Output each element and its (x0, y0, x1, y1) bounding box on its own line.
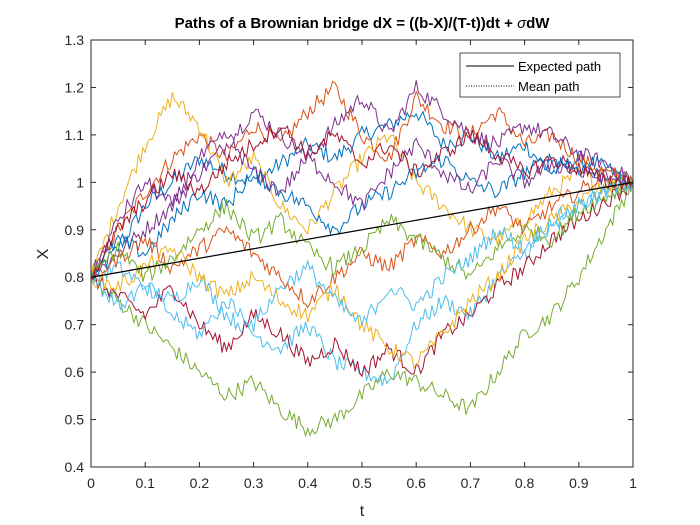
y-tick-label: 0.5 (65, 412, 85, 428)
expected-path-line (90, 181, 634, 278)
bridge-path-12 (90, 181, 634, 283)
bridge-path-5 (91, 178, 634, 438)
x-tick-label: 0.3 (244, 475, 264, 491)
y-tick-label: 1.2 (65, 79, 85, 95)
y-axis-ticks: 0.4 0.5 0.6 0.7 0.8 0.9 1 1.1 1.2 1.3 (65, 32, 633, 475)
y-tick-label: 1.1 (65, 127, 85, 143)
bridge-path-14 (90, 124, 634, 281)
y-tick-label: 0.4 (65, 459, 85, 475)
x-tick-label: 0.7 (461, 475, 481, 491)
x-tick-label: 1 (629, 475, 637, 491)
legend-expected-label: Expected path (518, 59, 601, 74)
x-axis-label: t (360, 503, 365, 520)
y-tick-label: 0.9 (65, 222, 85, 238)
x-tick-label: 0.8 (515, 475, 535, 491)
legend-mean-label: Mean path (518, 79, 579, 94)
x-tick-label: 0.2 (190, 475, 210, 491)
bridge-path-3 (90, 92, 634, 278)
y-tick-label: 1.3 (65, 32, 85, 48)
legend-box (459, 52, 621, 98)
y-tick-label: 0.8 (65, 269, 85, 285)
y-axis-label: X (35, 248, 52, 259)
bridge-path-11 (90, 130, 634, 278)
y-tick-label: 0.6 (65, 364, 85, 380)
chart-title: Paths of a Brownian bridge dX = ((b-X)/(… (175, 15, 551, 32)
x-axis-ticks: 0 0.1 0.2 0.3 0.4 0.5 0.6 0.7 0.8 0.9 1 (87, 40, 637, 491)
x-tick-label: 0.5 (352, 475, 372, 491)
bridge-path-7 (90, 179, 634, 378)
plot-area (91, 40, 633, 467)
expected-layer (90, 181, 634, 278)
paths-layer (90, 80, 634, 438)
x-tick-label: 0.9 (569, 475, 589, 491)
y-tick-label: 1 (76, 174, 84, 190)
x-tick-label: 0.1 (135, 475, 155, 491)
y-tick-label: 0.7 (65, 317, 85, 333)
x-tick-label: 0.4 (298, 475, 318, 491)
x-tick-label: 0 (87, 475, 95, 491)
bridge-path-13 (90, 178, 634, 340)
bridge-path-4 (90, 80, 634, 281)
legend: Expected path Mean path (459, 52, 621, 98)
x-tick-label: 0.6 (406, 475, 426, 491)
